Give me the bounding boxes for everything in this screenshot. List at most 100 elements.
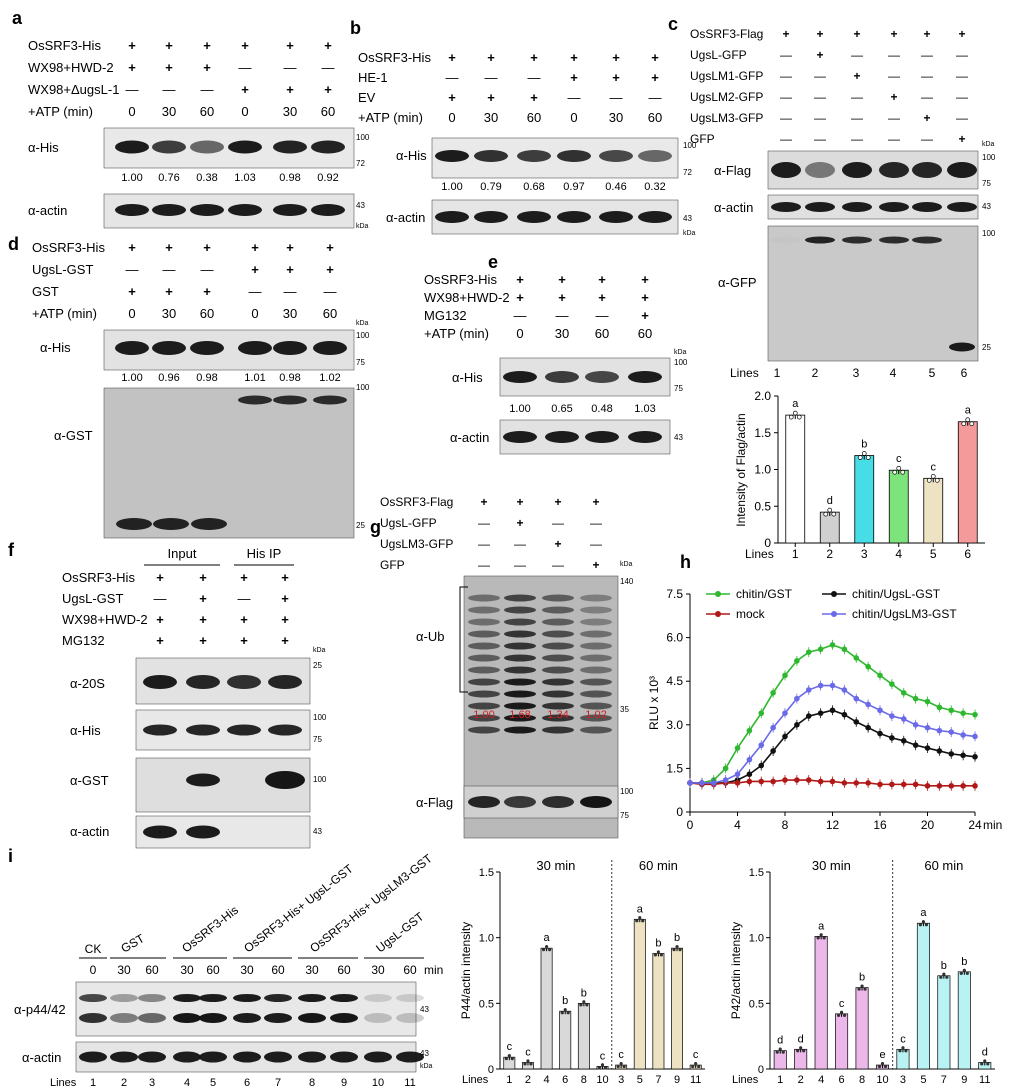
blot-band xyxy=(468,642,500,650)
treatment-value: — xyxy=(478,537,490,551)
band-quant: 1.68 xyxy=(509,709,530,721)
blot-band xyxy=(199,994,227,1002)
data-point xyxy=(924,698,931,705)
band-quant: 1.00 xyxy=(473,709,494,721)
group-label: 30 min xyxy=(536,858,575,873)
blot-band xyxy=(842,162,872,178)
group-label: OsSRF3-His xyxy=(179,903,241,955)
data-point xyxy=(942,972,946,976)
data-point xyxy=(865,724,871,731)
data-point xyxy=(912,695,919,702)
data-point xyxy=(734,745,741,751)
lane-number: 9 xyxy=(341,1077,347,1089)
panel-letter: a xyxy=(12,8,23,28)
treatment-value: — xyxy=(238,591,251,606)
treatment-value: — xyxy=(888,132,900,146)
significance-letter: c xyxy=(896,453,902,465)
data-point xyxy=(792,410,798,416)
data-point xyxy=(775,1050,779,1054)
band-quant: 0.96 xyxy=(158,372,179,384)
lines-label: Lines xyxy=(50,1077,77,1089)
marker: 100 xyxy=(356,133,370,142)
blot-band xyxy=(557,211,591,223)
data-point xyxy=(877,781,883,788)
treatment-value: — xyxy=(528,70,541,85)
band-quant: 0.38 xyxy=(196,172,217,184)
x-tick-label: 16 xyxy=(873,818,887,832)
treatment-value: — xyxy=(556,308,569,323)
data-point xyxy=(829,778,836,785)
treatment-value: + xyxy=(324,82,332,97)
significance-letter: c xyxy=(525,1046,531,1058)
band-quant: 1.03 xyxy=(634,403,655,415)
blot-band xyxy=(152,341,186,355)
treatment-value: — xyxy=(851,90,863,104)
blot-band xyxy=(264,994,292,1002)
data-point xyxy=(912,742,919,748)
blot-band xyxy=(542,642,574,650)
blot-band xyxy=(474,211,508,223)
treatment-value: — xyxy=(324,284,337,299)
marker: 25 xyxy=(982,343,991,352)
data-point xyxy=(877,1064,882,1069)
treatment-label: WX98+HWD-2 xyxy=(28,60,114,75)
treatment-label: OsSRF3-Flag xyxy=(690,27,763,41)
data-point xyxy=(781,1050,785,1054)
treatment-value: + xyxy=(890,27,897,41)
chart-p44: 0 0.5 1.0 1.5 P44/actin intensity 30 min 60 mi… xyxy=(459,858,705,1086)
data-point xyxy=(758,762,765,769)
treatment-value: + xyxy=(853,69,860,83)
x-tick-label: 6 xyxy=(839,1074,845,1086)
blot-band xyxy=(504,726,536,734)
blot-band xyxy=(143,675,177,689)
significance-letter: b xyxy=(941,960,947,972)
group-label: CK xyxy=(85,942,102,956)
data-point xyxy=(865,455,871,460)
blot-band xyxy=(313,341,347,355)
data-point xyxy=(805,713,812,719)
blot-band xyxy=(542,594,574,602)
marker: kDa xyxy=(683,230,696,237)
data-point xyxy=(853,655,860,661)
significance-letter: d xyxy=(777,1035,783,1047)
blot-band xyxy=(542,690,574,698)
data-point xyxy=(819,933,823,937)
treatment-value: — xyxy=(649,90,662,105)
treatment-value: 60 xyxy=(648,110,662,125)
treatment-value: + xyxy=(516,290,524,305)
antibody-label: α-20S xyxy=(70,676,105,691)
bar xyxy=(957,421,978,544)
treatment-value: — xyxy=(201,82,214,97)
treatment-value: + xyxy=(923,111,930,125)
blot-band xyxy=(233,1051,261,1063)
treatment-value: + xyxy=(128,38,136,53)
blot-band xyxy=(580,796,612,808)
data-point xyxy=(912,781,919,788)
data-point xyxy=(960,732,966,738)
treatment-value: — xyxy=(478,558,490,572)
treatment-value: — xyxy=(780,90,792,104)
marker: 75 xyxy=(674,384,683,393)
blot-band xyxy=(364,1051,392,1063)
blot-band xyxy=(116,518,152,530)
treatment-value: 60 xyxy=(321,104,335,119)
antibody-label: α-His xyxy=(452,370,483,385)
blot-band xyxy=(771,202,801,212)
blot-band xyxy=(264,1013,292,1023)
significance-letter: b xyxy=(674,932,680,944)
x-tick-label: 1 xyxy=(506,1074,512,1086)
antibody-label: α-Flag xyxy=(416,795,453,810)
band-quant: 1.00 xyxy=(121,172,142,184)
treatment-value: + xyxy=(516,272,524,287)
marker: kDa xyxy=(420,1063,433,1070)
data-point xyxy=(889,713,895,719)
data-point xyxy=(918,923,923,927)
treatment-value: 60 xyxy=(200,104,214,119)
treatment-value: — xyxy=(921,90,933,104)
data-point xyxy=(936,748,943,754)
significance-letter: c xyxy=(693,1049,699,1061)
treatment-value: + xyxy=(128,284,136,299)
marker: 100 xyxy=(620,787,634,796)
time-label: 30 xyxy=(371,963,385,977)
lane-number: 4 xyxy=(184,1077,190,1089)
